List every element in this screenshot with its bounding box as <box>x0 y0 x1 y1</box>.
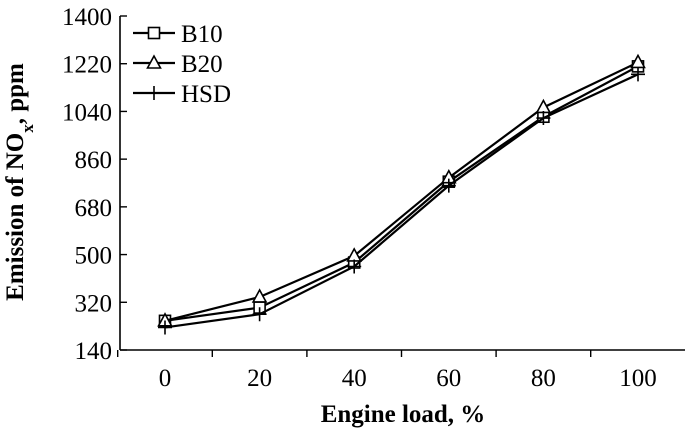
data-point-hsd-100 <box>631 67 645 82</box>
data-point-b20-20 <box>251 288 268 303</box>
legend: B10 B20 HSD <box>133 21 231 108</box>
legend-label-hsd: HSD <box>181 81 231 108</box>
y-tick-label-1040: 1040 <box>62 99 112 126</box>
y-tick-label-860: 860 <box>75 147 113 174</box>
x-tick-label-20: 20 <box>247 365 272 392</box>
legend-label-b10: B10 <box>181 21 223 48</box>
y-tick-label-320: 320 <box>75 290 113 317</box>
series-line-hsd <box>164 73 639 329</box>
x-tick-label-60: 60 <box>436 365 461 392</box>
data-point-b20-40 <box>346 247 363 262</box>
legend-item-hsd: HSD <box>133 81 231 108</box>
y-ticks: 140 320 500 680 860 1040 1220 1400 <box>62 4 127 365</box>
legend-label-b20: B20 <box>181 51 223 78</box>
x-tick-label-0: 0 <box>159 365 172 392</box>
series-b20 <box>157 53 646 327</box>
data-point-hsd-0 <box>158 320 172 335</box>
x-tick-label-40: 40 <box>342 365 367 392</box>
y-axis-title-subscript: x <box>18 124 37 133</box>
y-tick-label-1220: 1220 <box>62 52 112 79</box>
series-line-b20 <box>164 61 639 322</box>
legend-marker-b20 <box>146 54 162 69</box>
y-tick-label-140: 140 <box>75 338 113 365</box>
y-tick-label-1400: 1400 <box>62 4 112 31</box>
legend-item-b20: B20 <box>133 51 223 78</box>
x-ticks: 0 20 40 60 80 100 <box>116 350 657 392</box>
y-tick-label-680: 680 <box>75 195 113 222</box>
x-tick-label-100: 100 <box>619 365 657 392</box>
legend-marker-hsd <box>147 86 161 100</box>
series-b10 <box>158 60 645 328</box>
series-line-b10 <box>164 65 639 322</box>
data-point-hsd-20 <box>252 307 267 322</box>
series-hsd <box>158 67 645 335</box>
y-tick-label-500: 500 <box>75 243 113 270</box>
x-axis-title: Engine load, % <box>321 401 486 428</box>
data-point-hsd-60 <box>441 178 456 193</box>
y-axis-title-main: Emission of NO <box>2 133 29 301</box>
y-axis-title-tail: , ppm <box>2 63 29 124</box>
legend-marker-b10 <box>147 26 161 40</box>
data-point-hsd-40 <box>347 259 362 274</box>
legend-item-b10: B10 <box>133 21 223 48</box>
series-layer <box>157 53 646 335</box>
data-point-hsd-80 <box>536 111 551 126</box>
x-tick-label-80: 80 <box>531 365 556 392</box>
y-axis-title: Emission of NOx, ppm <box>2 63 37 301</box>
